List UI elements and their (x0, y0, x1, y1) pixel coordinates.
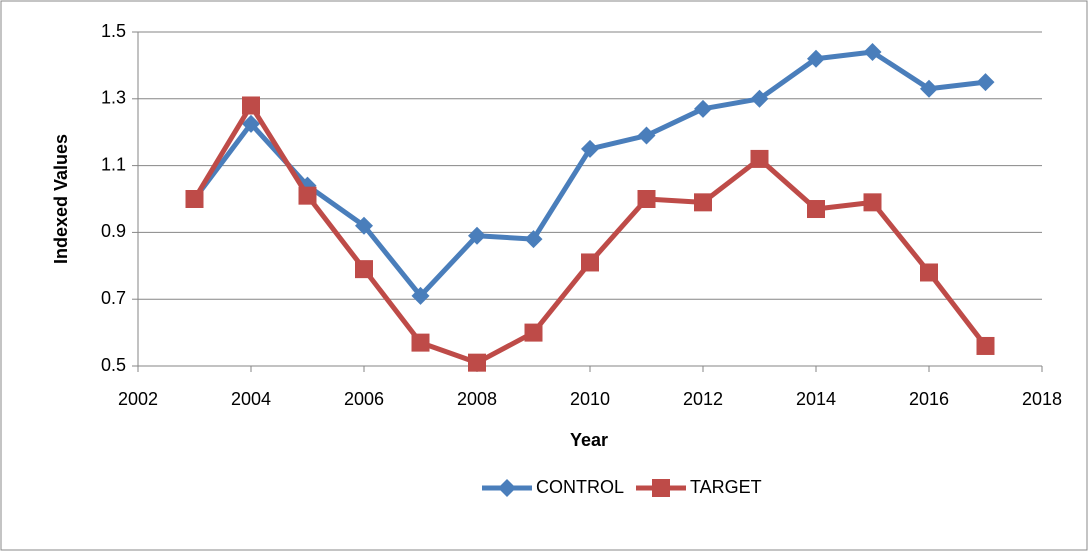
marker (976, 73, 995, 92)
x-tick-label: 2002 (118, 389, 158, 409)
x-tick-label: 2016 (909, 389, 949, 409)
marker (920, 79, 938, 98)
marker (863, 193, 882, 212)
marker (355, 260, 373, 279)
marker (694, 193, 712, 212)
marker (581, 253, 599, 272)
marker (468, 353, 486, 372)
legend-label: CONTROL (536, 477, 624, 497)
marker (411, 333, 430, 352)
marker (298, 186, 317, 205)
x-axis-label: Year (570, 430, 608, 450)
y-axis-label: Indexed Values (51, 134, 71, 264)
marker (581, 139, 599, 158)
marker (524, 230, 543, 249)
y-tick-label: 1.5 (101, 21, 126, 41)
marker (355, 216, 373, 235)
marker (750, 89, 769, 108)
x-tick-label: 2010 (570, 389, 610, 409)
y-tick-label: 0.9 (101, 221, 126, 241)
marker (976, 336, 995, 355)
marker (863, 43, 882, 62)
y-tick-label: 0.7 (101, 288, 126, 308)
marker (920, 263, 938, 282)
marker (468, 226, 486, 245)
marker (637, 190, 656, 208)
y-tick-label: 1.1 (101, 154, 126, 174)
y-tick-label: 0.5 (101, 355, 126, 375)
marker (242, 96, 260, 115)
marker (242, 114, 260, 133)
marker (185, 190, 204, 208)
marker (807, 49, 825, 68)
x-tick-label: 2004 (231, 389, 271, 409)
x-tick-label: 2012 (683, 389, 723, 409)
marker (524, 323, 543, 342)
x-tick-label: 2006 (344, 389, 384, 409)
marker (637, 126, 656, 145)
x-tick-label: 2014 (796, 389, 836, 409)
marker (750, 149, 769, 168)
marker (694, 99, 712, 118)
marker (807, 200, 825, 219)
x-tick-label: 2008 (457, 389, 497, 409)
x-tick-label: 2018 (1022, 389, 1062, 409)
y-tick-label: 1.3 (101, 88, 126, 108)
marker (411, 286, 430, 305)
legend-label: TARGET (690, 477, 762, 497)
legend-marker (498, 479, 516, 497)
legend-marker (652, 479, 670, 497)
